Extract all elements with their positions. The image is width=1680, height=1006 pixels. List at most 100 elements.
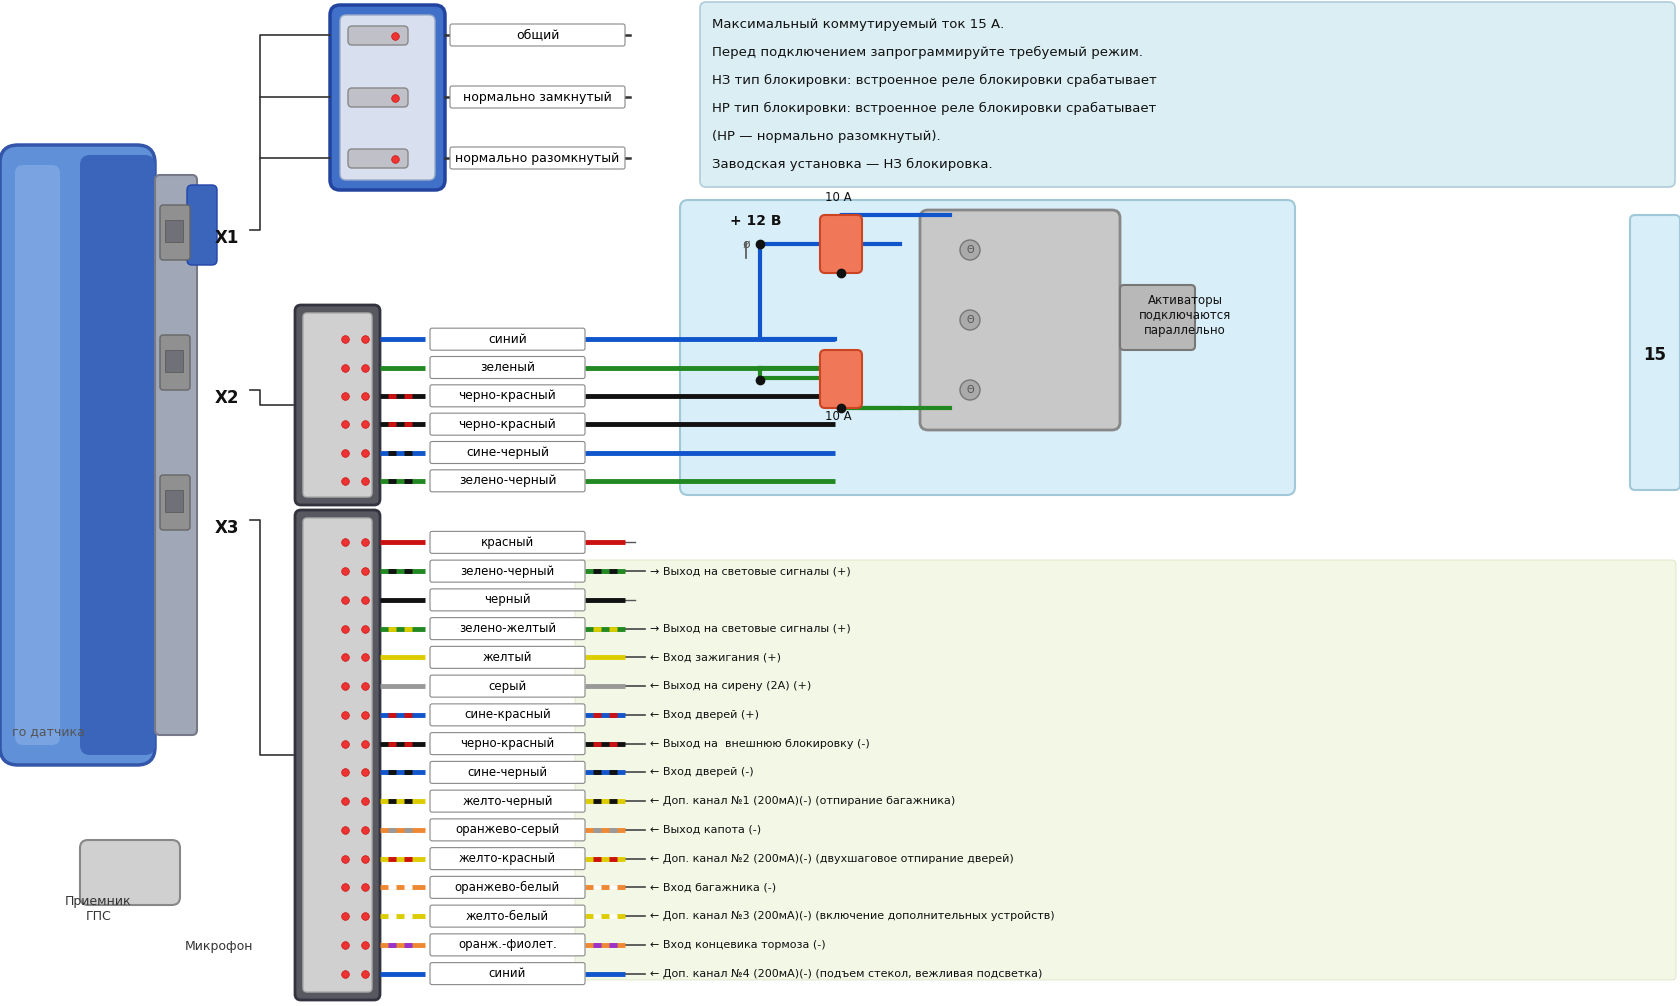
Text: → Выход на световые сигналы (+): → Выход на световые сигналы (+)	[650, 624, 850, 634]
Text: ← Вход дверей (-): ← Вход дверей (-)	[650, 768, 753, 778]
FancyBboxPatch shape	[348, 88, 408, 107]
Circle shape	[959, 310, 979, 330]
Text: желто-черный: желто-черный	[462, 795, 553, 808]
FancyBboxPatch shape	[430, 442, 585, 464]
Text: ← Вход дверей (+): ← Вход дверей (+)	[650, 710, 759, 720]
FancyBboxPatch shape	[430, 819, 585, 841]
FancyBboxPatch shape	[81, 155, 155, 754]
FancyBboxPatch shape	[430, 675, 585, 697]
Text: X1: X1	[215, 229, 239, 247]
Circle shape	[959, 380, 979, 400]
Text: 15: 15	[1643, 346, 1665, 364]
Circle shape	[959, 240, 979, 260]
Text: оранжево-серый: оранжево-серый	[455, 823, 559, 836]
FancyBboxPatch shape	[430, 762, 585, 784]
Text: желто-белый: желто-белый	[465, 909, 549, 923]
Text: ← Доп. канал №2 (200мА)(-) (двухшаговое отпирание дверей): ← Доп. канал №2 (200мА)(-) (двухшаговое …	[650, 854, 1013, 863]
FancyBboxPatch shape	[575, 560, 1675, 980]
FancyBboxPatch shape	[430, 905, 585, 928]
Text: черный: черный	[484, 594, 531, 607]
FancyBboxPatch shape	[430, 848, 585, 869]
Text: ← Вход концевика тормоза (-): ← Вход концевика тормоза (-)	[650, 940, 825, 950]
FancyBboxPatch shape	[1119, 285, 1194, 350]
FancyBboxPatch shape	[430, 934, 585, 956]
FancyBboxPatch shape	[15, 165, 60, 745]
FancyBboxPatch shape	[430, 963, 585, 985]
Text: зелено-черный: зелено-черный	[460, 564, 554, 577]
Text: → Выход на световые сигналы (+): → Выход на световые сигналы (+)	[650, 566, 850, 576]
FancyBboxPatch shape	[160, 475, 190, 530]
FancyBboxPatch shape	[160, 205, 190, 260]
FancyBboxPatch shape	[820, 215, 862, 273]
Text: ← Вход зажигания (+): ← Вход зажигания (+)	[650, 652, 781, 662]
Text: ← Доп. канал №3 (200мА)(-) (включение дополнительных устройств): ← Доп. канал №3 (200мА)(-) (включение до…	[650, 911, 1053, 921]
FancyBboxPatch shape	[430, 385, 585, 406]
FancyBboxPatch shape	[430, 560, 585, 582]
FancyBboxPatch shape	[294, 510, 380, 1000]
Text: ← Доп. канал №4 (200мА)(-) (подъем стекол, вежливая подсветка): ← Доп. канал №4 (200мА)(-) (подъем стеко…	[650, 969, 1042, 979]
Bar	[165, 350, 183, 372]
Text: синий: синий	[489, 967, 526, 980]
Text: общий: общий	[516, 28, 559, 41]
Text: нормально замкнутый: нормально замкнутый	[464, 91, 612, 104]
Text: ← Выход на сирену (2А) (+): ← Выход на сирену (2А) (+)	[650, 681, 811, 691]
Text: черно-красный: черно-красный	[459, 417, 556, 431]
FancyBboxPatch shape	[430, 531, 585, 553]
FancyBboxPatch shape	[186, 185, 217, 265]
Text: го датчика: го датчика	[12, 725, 84, 738]
FancyBboxPatch shape	[1630, 215, 1678, 490]
Text: нормально разомкнутый: нормально разомкнутый	[455, 152, 620, 165]
FancyBboxPatch shape	[430, 876, 585, 898]
Text: ← Вход багажника (-): ← Вход багажника (-)	[650, 882, 776, 892]
Text: оранжево-белый: оранжево-белый	[455, 881, 559, 894]
FancyBboxPatch shape	[430, 790, 585, 812]
Text: НР тип блокировки: встроенное реле блокировки срабатывает: НР тип блокировки: встроенное реле блоки…	[712, 102, 1156, 115]
Text: X3: X3	[215, 519, 239, 537]
Text: ← Выход на  внешнюю блокировку (-): ← Выход на внешнюю блокировку (-)	[650, 738, 869, 748]
Text: красный: красный	[480, 536, 534, 549]
Text: синий: синий	[487, 333, 526, 346]
Text: 10 А: 10 А	[825, 191, 852, 204]
Text: желтый: желтый	[482, 651, 533, 664]
Text: Приемник
ГПС: Приемник ГПС	[66, 895, 131, 923]
Text: 10 А: 10 А	[825, 410, 852, 423]
Text: ø: ø	[743, 238, 751, 252]
FancyBboxPatch shape	[160, 335, 190, 390]
Text: зелено-желтый: зелено-желтый	[459, 622, 556, 635]
Text: черно-красный: черно-красный	[460, 737, 554, 750]
Text: серый: серый	[489, 680, 526, 692]
Bar	[165, 220, 183, 242]
Text: Микрофон: Микрофон	[185, 940, 254, 953]
FancyBboxPatch shape	[430, 589, 585, 611]
FancyBboxPatch shape	[450, 86, 625, 108]
FancyBboxPatch shape	[430, 732, 585, 754]
FancyBboxPatch shape	[699, 2, 1673, 187]
FancyBboxPatch shape	[294, 305, 380, 505]
Text: Заводская установка — НЗ блокировка.: Заводская установка — НЗ блокировка.	[712, 158, 991, 171]
Text: + 12 В: + 12 В	[729, 214, 781, 228]
FancyBboxPatch shape	[430, 618, 585, 640]
FancyBboxPatch shape	[430, 647, 585, 668]
Text: (НР — нормально разомкнутый).: (НР — нормально разомкнутый).	[712, 130, 941, 143]
FancyBboxPatch shape	[430, 356, 585, 378]
FancyBboxPatch shape	[0, 145, 155, 765]
FancyBboxPatch shape	[348, 26, 408, 45]
Text: черно-красный: черно-красный	[459, 389, 556, 402]
Text: Θ: Θ	[966, 315, 973, 325]
Text: зелено-черный: зелено-черный	[459, 475, 556, 487]
FancyBboxPatch shape	[430, 704, 585, 726]
FancyBboxPatch shape	[919, 210, 1119, 430]
FancyBboxPatch shape	[339, 15, 435, 180]
FancyBboxPatch shape	[302, 313, 371, 497]
Text: ← Доп. канал №1 (200мА)(-) (отпирание багажника): ← Доп. канал №1 (200мА)(-) (отпирание ба…	[650, 796, 954, 806]
Text: зеленый: зеленый	[480, 361, 534, 374]
Text: Θ: Θ	[966, 245, 973, 255]
FancyBboxPatch shape	[329, 5, 445, 190]
FancyBboxPatch shape	[81, 840, 180, 905]
Text: Активаторы
подключаются
параллельно: Активаторы подключаются параллельно	[1137, 294, 1230, 336]
Text: Θ: Θ	[966, 385, 973, 395]
Text: оранж.-фиолет.: оранж.-фиолет.	[459, 939, 556, 952]
Text: Максимальный коммутируемый ток 15 А.: Максимальный коммутируемый ток 15 А.	[712, 18, 1003, 31]
Text: Перед подключением запрограммируйте требуемый режим.: Перед подключением запрограммируйте треб…	[712, 46, 1142, 59]
FancyBboxPatch shape	[820, 350, 862, 408]
